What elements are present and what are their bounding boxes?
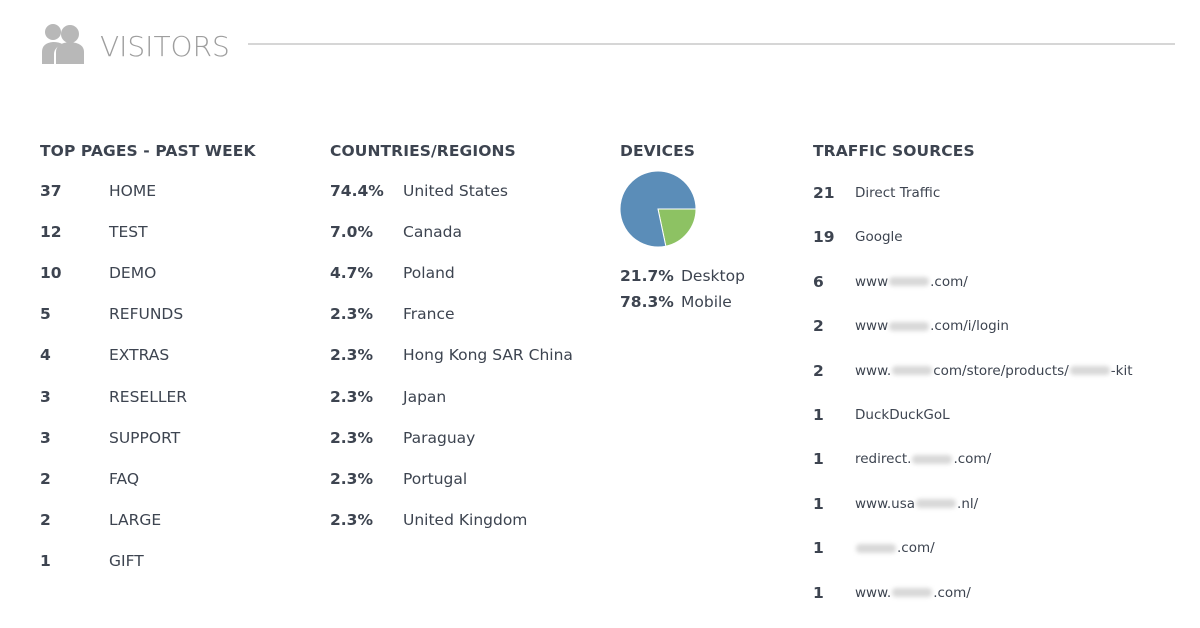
section-title: TOP PAGES - PAST WEEK [40,142,256,160]
country-label: Hong Kong SAR China [403,346,573,365]
source-text: -kit [1110,362,1133,379]
country-label: Portugal [403,469,468,488]
redacted [1069,366,1110,376]
page-count: 37 [40,182,62,200]
device-share: 78.3% [620,293,674,311]
source-text: com/store/products/ [933,362,1069,379]
country-share: 4.7% [330,264,373,283]
device-label: Desktop [681,267,745,285]
source-count: 2 [813,317,824,336]
page-label: RESELLER [109,387,188,406]
device-label: Mobile [681,293,732,311]
source-label: Direct Traffic [855,183,940,203]
section-title: DEVICES [620,142,696,160]
source-text: .com/ [933,584,971,601]
source-label: .com/ [855,538,935,558]
source-count: 2 [813,361,824,380]
source-label: redirect. .com/ [855,449,991,469]
source-count: 19 [813,228,835,247]
country-label: Paraguay [403,428,476,447]
page-label: FAQ [109,469,140,488]
source-label: www. .com/ [855,583,971,603]
header-title: VISITORS [100,30,230,63]
page-count: 10 [40,264,62,283]
page-count: 5 [40,305,51,324]
source-text: .com/i/login [930,318,1009,335]
source-label: www .com/i/login [855,316,1009,336]
country-label: United Kingdom [403,510,528,529]
source-text: redirect. [855,451,912,468]
country-share: 2.3% [330,510,373,529]
redacted [889,277,930,287]
source-count: 6 [813,272,824,291]
country-share: 74.4% [330,182,384,200]
redacted [912,454,953,464]
country-label: Canada [403,223,462,242]
device-pie [619,170,697,248]
country-label: Poland [403,264,455,283]
source-count: 1 [813,539,824,558]
source-text: .nl/ [957,495,979,512]
page-label: TEST [109,223,148,242]
country-label: France [403,305,455,324]
source-label: www .com/ [855,272,968,292]
page-label: GIFT [109,551,144,570]
page-count: 2 [40,469,51,488]
country-share: 2.3% [330,387,373,406]
source-count: 1 [813,406,824,424]
redacted [889,321,930,331]
page-label: EXTRAS [109,346,170,365]
section-title: COUNTRIES/REGIONS [330,142,516,160]
source-count: 1 [813,450,824,469]
page-label: DEMO [109,264,157,283]
country-share: 2.3% [330,305,373,324]
country-share: 7.0% [330,223,373,242]
redacted [856,543,896,553]
source-text: www [855,318,889,335]
redacted [892,588,933,598]
source-text: www. [855,362,892,379]
country-label: Japan [403,387,447,406]
source-text: Google [855,229,903,246]
redacted [916,499,957,509]
page-label: LARGE [109,510,162,529]
source-count: 1 [813,494,824,513]
source-label: www.usa .nl/ [855,494,978,514]
visitors-icon [42,24,84,64]
country-share: 2.3% [330,428,373,447]
page-count: 12 [40,223,62,242]
source-text: Direct Traffic [855,185,941,201]
source-text: .com/ [953,451,992,468]
source-text: www. [855,584,892,601]
device-share: 21.7% [620,267,674,285]
page-label: SUPPORT [109,428,181,447]
country-share: 2.3% [330,469,373,488]
country-share: 2.3% [330,346,373,365]
section-title: TRAFFIC SOURCES [813,142,975,160]
page-count: 2 [40,510,51,529]
page-label: HOME [109,182,157,200]
page-count: 3 [40,387,51,406]
source-text: .com/ [897,540,935,557]
country-label: United States [403,182,508,200]
source-label: Google [855,227,903,247]
source-text: .com/ [930,273,968,290]
source-text: DuckDuckGoL [855,407,950,423]
source-text: www [855,273,889,290]
source-text: www.usa [855,495,916,512]
pie-slice [619,170,697,248]
page-count: 1 [40,551,51,570]
page-count: 4 [40,346,51,365]
redacted [892,366,933,376]
page-label: REFUNDS [109,305,184,324]
page-count: 3 [40,428,51,447]
pie-slice [657,208,697,247]
source-label: DuckDuckGoL [855,405,950,425]
source-count: 21 [813,184,835,202]
source-label: www. com/store/products/ -kit [855,361,1133,381]
source-count: 1 [813,583,824,602]
